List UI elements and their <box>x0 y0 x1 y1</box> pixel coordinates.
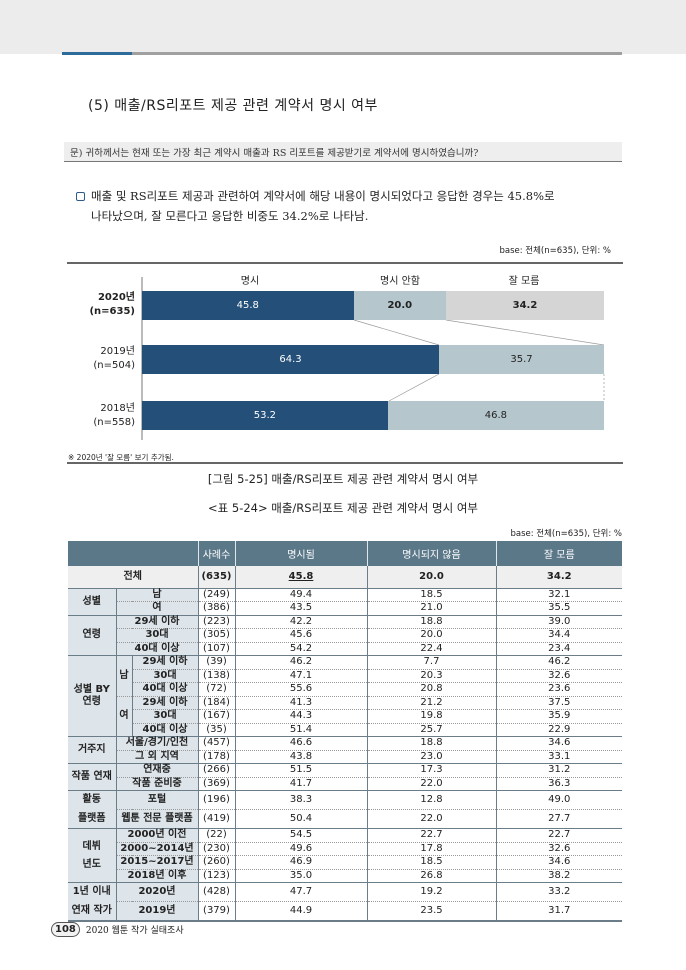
figure-caption: [그림 5-25] 매출/RS리포트 제공 관련 계약서 명시 여부 <box>207 472 479 486</box>
bar-2019-explicit: 64.3 <box>142 345 440 374</box>
header-dont-know: 잘 모름 <box>495 541 622 566</box>
table-row: 1년 이내 2020년 (428) 47.7 19.2 33.2 <box>68 882 622 902</box>
table-row: 플랫폼 웹툰 전문 플랫폼 (419) 50.4 22.0 27.7 <box>68 809 622 829</box>
table-row: 성별 BY 연령 남 29세 이하 (39) 46.2 7.7 46.2 <box>68 655 622 737</box>
header-not-explicit: 명시되지 않음 <box>366 541 496 566</box>
row-label-2018: 2018년 (n=558) <box>93 403 135 428</box>
header-rule <box>132 52 622 55</box>
summary-paragraph: 매출 및 RS리포트 제공과 관련하여 계약서에 해당 내용이 명시되었다고 응… <box>76 186 616 226</box>
bar-2018-not-explicit: 46.8 <box>387 401 604 430</box>
table-row: 활동 포털 (196) 38.3 12.8 49.0 <box>68 790 622 810</box>
table-row: 데뷔 년도 2000년 이전 (22) 54.5 22.7 22.7 <box>68 828 622 883</box>
table-row: 작품 연재 연재중 (266) 51.5 17.3 31.2 <box>68 763 622 791</box>
bar-connector-lines <box>353 319 605 402</box>
table-row: 40대 이상 (35) 51.4 25.7 22.9 <box>68 723 622 737</box>
header-explicit: 명시됨 <box>234 541 367 566</box>
table-base-note: base: 전체(n=635), 단위: % <box>510 529 622 539</box>
row-label-2020: 2020년 (n=635) <box>89 292 135 317</box>
bar-2020-dont-know: 34.2 <box>445 291 604 320</box>
table-row: 연령 29세 이하 (223) 42.2 18.8 39.0 <box>68 615 622 656</box>
bar-2018-explicit: 53.2 <box>142 401 388 430</box>
header-blank <box>68 541 198 566</box>
chart-footnote: ※ 2020년 '잘 모름' 보기 추가됨. <box>68 453 174 462</box>
table-caption: <표 5-24> 매출/RS리포트 제공 관련 계약서 명시 여부 <box>208 501 478 515</box>
chart-bottom-rule <box>67 462 623 464</box>
table-row: 2000~2014년 (230) 49.6 17.8 32.6 <box>68 842 622 856</box>
header-accent-rule <box>62 52 132 55</box>
bar-2020: 45.8 20.0 34.2 <box>142 291 604 320</box>
table-row: 30대 (138) 47.1 20.3 32.6 <box>68 669 622 683</box>
legend-explicit: 명시 <box>240 276 260 287</box>
table-row: 성별 남 (249) 49.4 18.5 32.1 <box>68 588 622 616</box>
table-row: 여 (386) 43.5 21.0 35.5 <box>68 601 622 616</box>
table-row: 연재 작가 2019년 (379) 44.9 23.5 31.7 <box>68 901 622 922</box>
table-row: 거주지 서울/경기/인천 (457) 46.6 18.8 34.6 <box>68 736 622 764</box>
table-row-total: 전체 (635) 45.8 20.0 34.2 <box>68 566 622 589</box>
summary-line-2: 나타났으며, 잘 모른다고 응답한 비중도 34.2%로 나타남. <box>91 209 369 223</box>
report-title: 2020 웹툰 작가 실태조사 <box>85 926 184 936</box>
page-header-band <box>0 0 686 54</box>
summary-line-1: 매출 및 RS리포트 제공과 관련하여 계약서에 해당 내용이 명시되었다고 응… <box>91 189 555 203</box>
legend-dont-know: 잘 모름 <box>508 276 540 287</box>
bar-2019: 64.3 35.7 <box>142 345 604 374</box>
bar-2020-explicit: 45.8 <box>142 291 354 320</box>
chart-axis <box>141 277 143 440</box>
section-title: (5) 매출/RS리포트 제공 관련 계약서 명시 여부 <box>88 98 378 114</box>
results-table: 사례수 명시됨 명시되지 않음 잘 모름 전체 (635) 45.8 20.0 … <box>68 541 622 922</box>
legend-not-explicit: 명시 안함 <box>380 276 420 287</box>
bar-2020-not-explicit: 20.0 <box>353 291 446 320</box>
table-row: 그 외 지역 (178) 43.8 23.0 33.1 <box>68 750 622 764</box>
header-cases: 사례수 <box>197 541 235 566</box>
table-header-row: 사례수 명시됨 명시되지 않음 잘 모름 <box>68 541 622 566</box>
page-footer: 108 2020 웹툰 작가 실태조사 <box>51 922 184 937</box>
page-number: 108 <box>51 922 80 937</box>
table-row: 40대 이상 (107) 54.2 22.4 23.4 <box>68 642 622 656</box>
table-row: 2018년 이후 (123) 35.0 26.8 38.2 <box>68 869 622 883</box>
table-row: 작품 준비중 (369) 41.7 22.0 36.3 <box>68 777 622 791</box>
bar-2019-not-explicit: 35.7 <box>439 345 604 374</box>
square-bullet-icon <box>76 192 85 201</box>
row-label-2019: 2019년 (n=504) <box>93 346 135 371</box>
bar-2018: 53.2 46.8 <box>142 401 604 430</box>
survey-question: 문) 귀하께서는 현재 또는 가장 최근 계약시 매출과 RS 리포트를 제공받… <box>64 142 622 162</box>
table-row: 여 29세 이하 (184) 41.3 21.2 37.5 <box>68 696 622 737</box>
table-row: 40대 이상 (72) 55.6 20.8 23.6 <box>68 682 622 697</box>
table-row: 30대 (305) 45.6 20.0 34.4 <box>68 628 622 643</box>
table-row: 2015~2017년 (260) 46.9 18.5 34.6 <box>68 855 622 870</box>
chart-top-rule <box>67 262 623 264</box>
stacked-bar-chart: 명시 명시 안함 잘 모름 2020년 (n=635) 45.8 20.0 34.… <box>0 0 686 470</box>
chart-base-note: base: 전체(n=635), 단위: % <box>499 246 611 256</box>
table-row: 30대 (167) 44.3 19.8 35.9 <box>68 709 622 724</box>
